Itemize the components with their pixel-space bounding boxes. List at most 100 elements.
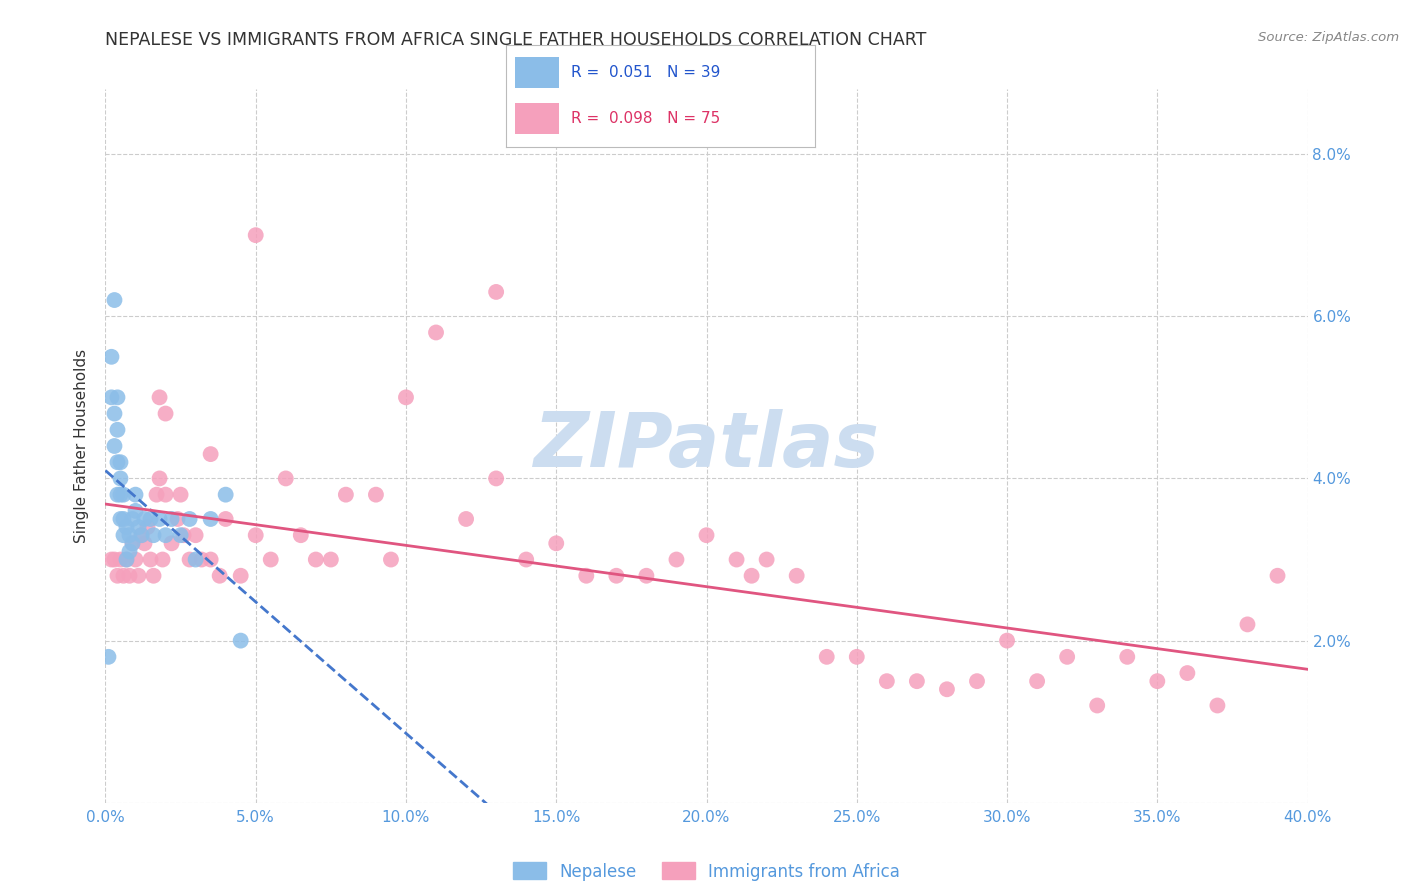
Point (128, 520, 150, 534)
Point (131, 528, 153, 542)
Point (876, 674, 898, 689)
Point (214, 512, 236, 526)
Point (665, 552, 688, 566)
Point (214, 488, 236, 502)
Point (786, 568, 808, 582)
Point (169, 488, 191, 502)
Point (335, 488, 357, 502)
Point (124, 552, 146, 566)
Point (115, 520, 138, 534)
Point (100, 390, 122, 404)
Point (173, 528, 195, 542)
Point (1116, 649, 1139, 664)
Point (134, 536, 156, 550)
Point (115, 552, 138, 566)
Point (103, 293, 125, 307)
Point (305, 552, 328, 566)
Point (134, 512, 156, 526)
Point (155, 407, 177, 421)
Point (936, 682, 959, 697)
Point (110, 488, 132, 502)
Point (395, 390, 418, 404)
Point (142, 528, 165, 542)
Point (107, 390, 129, 404)
Point (155, 528, 177, 542)
Point (380, 552, 402, 566)
Point (229, 633, 252, 648)
Point (152, 552, 174, 566)
Bar (516, 57, 558, 87)
Text: NEPALESE VS IMMIGRANTS FROM AFRICA SINGLE FATHER HOUSEHOLDS CORRELATION CHART: NEPALESE VS IMMIGRANTS FROM AFRICA SINGL… (105, 31, 927, 49)
Point (575, 568, 598, 582)
Point (245, 528, 267, 542)
Text: Source: ZipAtlas.com: Source: ZipAtlas.com (1258, 31, 1399, 45)
Point (100, 350, 122, 364)
Point (815, 649, 838, 664)
Point (107, 568, 129, 582)
Point (110, 471, 132, 485)
Point (112, 528, 135, 542)
Point (103, 407, 125, 421)
Y-axis label: Single Father Households: Single Father Households (75, 349, 90, 543)
Point (364, 488, 387, 502)
Point (454, 512, 477, 526)
Point (200, 512, 222, 526)
Text: R =  0.098   N = 75: R = 0.098 N = 75 (571, 111, 720, 126)
Point (229, 568, 252, 582)
Point (905, 674, 928, 689)
Point (485, 285, 508, 299)
Point (696, 528, 718, 542)
Bar (516, 103, 558, 134)
Point (179, 552, 201, 566)
Point (148, 471, 170, 485)
Point (169, 528, 191, 542)
Point (245, 228, 267, 243)
Text: ZIPatlas: ZIPatlas (533, 409, 880, 483)
Point (118, 568, 141, 582)
Point (121, 536, 143, 550)
Point (145, 488, 167, 502)
Point (636, 568, 658, 582)
Point (1146, 674, 1168, 689)
Point (741, 568, 763, 582)
Point (485, 471, 508, 485)
Point (845, 649, 868, 664)
Point (97, 649, 120, 664)
Point (966, 674, 988, 689)
Point (107, 423, 129, 437)
Point (142, 568, 165, 582)
Text: R =  0.051   N = 39: R = 0.051 N = 39 (571, 65, 720, 79)
Point (128, 568, 150, 582)
Point (103, 552, 125, 566)
Point (179, 512, 201, 526)
Point (100, 552, 122, 566)
Point (148, 512, 170, 526)
Point (725, 552, 748, 566)
Point (260, 552, 283, 566)
Point (1236, 617, 1258, 632)
Point (107, 488, 129, 502)
Point (290, 528, 312, 542)
Point (1267, 568, 1289, 582)
Point (139, 512, 162, 526)
Point (118, 528, 141, 542)
Point (200, 552, 222, 566)
Point (160, 512, 183, 526)
Point (110, 512, 132, 526)
Point (124, 504, 146, 518)
Point (208, 568, 231, 582)
Point (121, 512, 143, 526)
Point (110, 552, 132, 566)
Point (131, 528, 153, 542)
Point (184, 552, 207, 566)
Point (155, 488, 177, 502)
Point (319, 552, 342, 566)
Point (112, 512, 135, 526)
Point (184, 528, 207, 542)
Point (115, 552, 138, 566)
Point (1056, 649, 1078, 664)
Point (103, 439, 125, 453)
Point (995, 633, 1018, 648)
Point (1026, 674, 1049, 689)
Point (110, 455, 132, 469)
